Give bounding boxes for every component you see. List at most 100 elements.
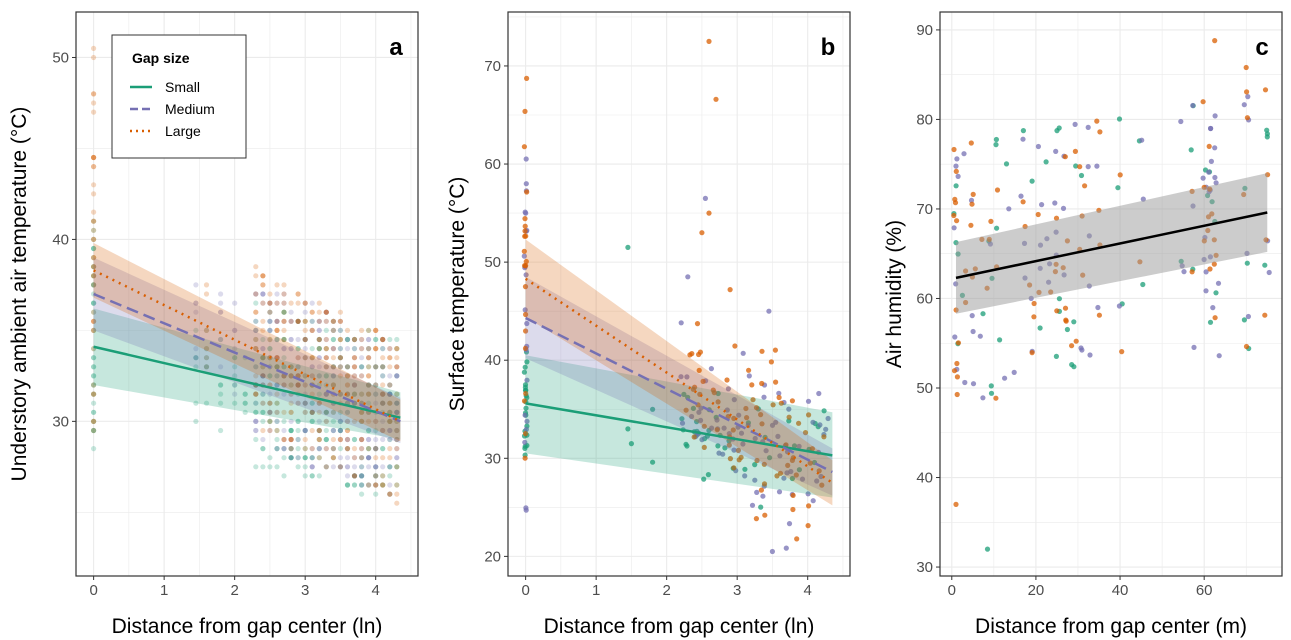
- point-medium: [295, 382, 301, 388]
- point-medium: [281, 436, 287, 443]
- point-large: [91, 91, 97, 97]
- point-small: [91, 227, 97, 233]
- point-large: [789, 398, 796, 404]
- point-small: [193, 418, 199, 424]
- point-small: [330, 318, 336, 324]
- point-medium: [344, 436, 351, 443]
- y-axis-title: Surface temperature (°C): [446, 177, 469, 412]
- point-small: [380, 400, 386, 406]
- point-large: [359, 327, 365, 333]
- point-medium: [302, 400, 308, 406]
- point-medium: [696, 409, 702, 415]
- point-medium: [394, 409, 400, 415]
- point-large: [281, 336, 287, 343]
- point-large: [754, 457, 760, 464]
- point-small: [1043, 159, 1049, 165]
- point-large: [344, 364, 351, 370]
- point-small: [288, 455, 294, 461]
- point-small: [394, 373, 400, 379]
- point-medium: [309, 455, 315, 461]
- point-medium: [316, 318, 322, 324]
- point-medium: [253, 291, 259, 297]
- point-large: [778, 400, 784, 406]
- point-medium: [387, 436, 393, 443]
- point-medium: [805, 491, 811, 497]
- point-small: [281, 309, 287, 315]
- point-small: [373, 336, 379, 343]
- point-small: [330, 336, 336, 343]
- point-small: [281, 455, 287, 461]
- point-medium: [316, 336, 322, 343]
- point-medium: [323, 309, 329, 315]
- point-small: [1071, 319, 1077, 325]
- point-large: [1053, 215, 1060, 221]
- point-medium: [810, 498, 816, 504]
- point-small: [323, 436, 329, 443]
- point-large: [380, 336, 386, 343]
- point-large: [281, 318, 287, 324]
- point-large: [819, 482, 825, 488]
- point-large: [1262, 87, 1269, 93]
- fits: [93, 243, 401, 444]
- point-medium: [969, 313, 975, 319]
- point-small: [203, 346, 210, 352]
- point-medium: [302, 300, 308, 306]
- x-tick-label: 2: [230, 582, 238, 599]
- point-large: [91, 236, 97, 242]
- point-medium: [316, 418, 322, 424]
- y-tick-label: 90: [916, 22, 933, 39]
- point-small: [522, 443, 528, 449]
- point-small: [302, 318, 308, 324]
- point-medium: [1206, 169, 1212, 175]
- point-large: [523, 328, 529, 334]
- point-large: [274, 355, 280, 361]
- x-tick-label: 4: [804, 582, 812, 599]
- point-small: [91, 327, 97, 333]
- point-medium: [351, 382, 358, 388]
- point-medium: [302, 382, 308, 388]
- point-large: [351, 446, 358, 452]
- point-small: [344, 336, 351, 343]
- point-small: [373, 473, 379, 479]
- point-medium: [302, 346, 308, 352]
- point-small: [373, 464, 379, 470]
- panel-border: [75, 11, 419, 577]
- point-small: [359, 455, 365, 461]
- point-large: [330, 382, 336, 388]
- point-large: [337, 436, 343, 443]
- point-medium: [344, 409, 351, 415]
- plot-area: [91, 45, 401, 506]
- point-large: [302, 300, 308, 306]
- point-small: [337, 446, 343, 452]
- point-medium: [678, 320, 684, 326]
- point-small: [288, 427, 294, 434]
- point-small: [323, 427, 329, 434]
- point-large: [373, 382, 379, 388]
- point-small: [281, 446, 287, 452]
- point-small: [337, 327, 343, 333]
- point-large: [351, 373, 358, 379]
- point-small: [758, 504, 764, 510]
- point-small: [394, 482, 400, 488]
- ribbon-small: [525, 355, 833, 498]
- point-small: [789, 475, 796, 482]
- point-large: [288, 446, 294, 452]
- point-small: [521, 369, 528, 375]
- point-large: [521, 398, 528, 404]
- point-large: [727, 287, 733, 293]
- point-large: [715, 399, 721, 405]
- legend-label-medium: Medium: [165, 101, 215, 117]
- point-medium: [274, 409, 280, 415]
- point-small: [1078, 172, 1085, 179]
- point-medium: [302, 336, 308, 343]
- point-large: [776, 394, 782, 401]
- point-large: [968, 140, 974, 146]
- point-medium: [523, 181, 529, 187]
- point-large: [288, 373, 294, 379]
- point-medium: [970, 328, 976, 335]
- point-medium: [267, 409, 273, 415]
- point-small: [309, 318, 315, 324]
- point-medium: [309, 364, 315, 370]
- point-large: [253, 346, 259, 352]
- point-small: [1207, 319, 1214, 325]
